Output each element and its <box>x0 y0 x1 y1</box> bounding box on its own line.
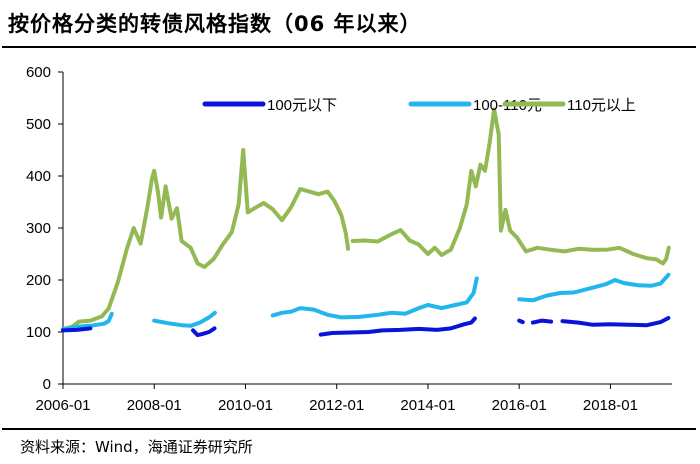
y-tick-label: 200 <box>26 272 51 289</box>
source-divider <box>2 428 696 430</box>
x-tick-label: 2008-01 <box>127 397 182 414</box>
x-tick-label: 2012-01 <box>309 397 364 414</box>
x-tick-label: 2006-01 <box>35 397 90 414</box>
series-line-1 <box>270 276 479 320</box>
series-line-0 <box>318 316 477 337</box>
series-line-0 <box>61 326 93 333</box>
y-tick-label: 500 <box>26 116 51 133</box>
series-line-0 <box>517 318 525 325</box>
chart-axes: 0 100 200 300 400 500 600 2006-01 2008-01 2010-01… <box>26 64 672 414</box>
chart-title: 按价格分类的转债风格指数（06 年以来） <box>8 12 422 36</box>
series-line-2 <box>61 148 351 331</box>
y-tick-label: 0 <box>43 376 51 393</box>
x-tick-label: 2018-01 <box>583 397 638 414</box>
title-divider <box>2 46 696 48</box>
chart-legend: 100元以下100-110元110元以上 <box>202 97 636 114</box>
series-line-1 <box>152 310 217 328</box>
legend-label-2: 110元以上 <box>567 97 636 114</box>
x-tick-label: 2016-01 <box>492 397 547 414</box>
series-line-0 <box>560 316 671 328</box>
series-line-1 <box>61 311 114 332</box>
series-line-0 <box>530 318 554 325</box>
y-tick-label: 600 <box>26 64 51 81</box>
chart-series-lines <box>61 107 671 338</box>
y-tick-label: 300 <box>26 220 51 237</box>
series-line-1 <box>517 272 671 303</box>
x-tick-label: 2014-01 <box>400 397 455 414</box>
x-tick-label: 2010-01 <box>218 397 273 414</box>
y-tick-label: 400 <box>26 168 51 185</box>
source-note: 资料来源：Wind，海通证券研究所 <box>20 438 253 456</box>
series-line-0 <box>191 326 217 338</box>
y-tick-label: 100 <box>26 324 51 341</box>
line-chart: 0 100 200 300 400 500 600 2006-01 2008-01 2010-01… <box>26 64 672 414</box>
series-line-2 <box>350 107 671 266</box>
legend-label-0: 100元以下 <box>267 97 337 114</box>
